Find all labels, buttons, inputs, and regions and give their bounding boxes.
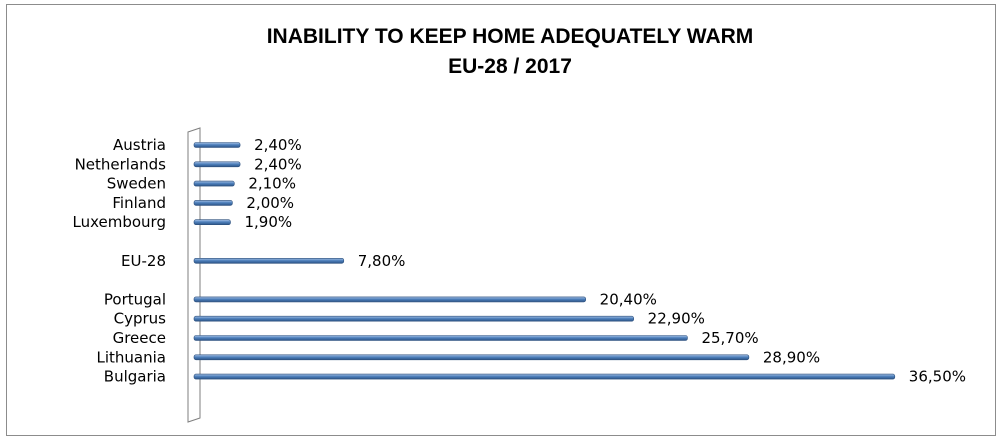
category-label: Cyprus	[114, 310, 167, 328]
chart-subtitle: EU-28 / 2017	[448, 55, 572, 78]
chart-title: INABILITY TO KEEP HOME ADEQUATELY WARM	[267, 25, 754, 48]
value-label: 36,50%	[909, 368, 966, 386]
category-label: EU-28	[121, 252, 166, 270]
bars-group	[193, 142, 896, 380]
category-label: Austria	[113, 136, 166, 154]
chart-frame	[6, 4, 996, 436]
bar	[193, 354, 750, 361]
category-label: Finland	[112, 194, 166, 212]
value-label: 20,40%	[600, 290, 657, 308]
bar	[193, 296, 586, 303]
bar	[193, 219, 231, 225]
value-label: 7,80%	[358, 252, 406, 270]
value-label: 1,90%	[244, 213, 292, 231]
bar	[193, 257, 345, 264]
bar	[193, 315, 634, 322]
value-label: 28,90%	[763, 348, 820, 366]
bar	[193, 180, 235, 187]
value-label: 25,70%	[701, 329, 758, 347]
value-labels: 2,40%2,40% 2,10%2,00%1,90% 7,80% 20,40% 22,9…	[244, 136, 966, 386]
category-label: Bulgaria	[104, 368, 166, 386]
category-label: Portugal	[104, 290, 166, 308]
value-label: 2,40%	[254, 136, 302, 154]
category-label: Greece	[113, 329, 166, 347]
value-label: 2,00%	[246, 194, 294, 212]
value-label: 2,10%	[248, 175, 296, 193]
category-label: Lithuania	[97, 348, 166, 366]
bar	[193, 161, 241, 168]
value-label: 2,40%	[254, 155, 302, 173]
bar	[193, 335, 688, 341]
bar	[193, 373, 896, 380]
bar	[193, 200, 233, 206]
value-label: 22,90%	[648, 310, 705, 328]
bar	[193, 142, 241, 148]
category-label: Luxembourg	[73, 213, 167, 231]
category-label: Netherlands	[75, 155, 167, 173]
category-label: Sweden	[107, 175, 166, 193]
